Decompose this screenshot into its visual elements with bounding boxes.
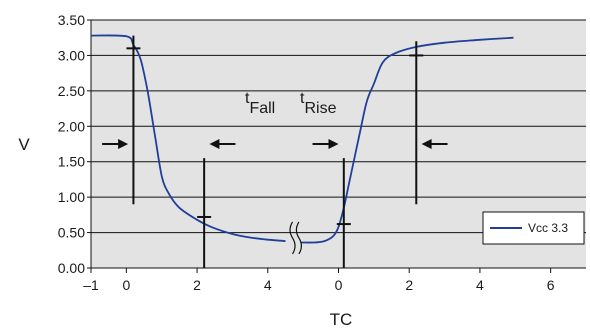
t-fall-t: t — [245, 90, 250, 107]
t-fall-annotation: tFall — [245, 90, 275, 117]
legend: Vcc 3.3 — [482, 211, 585, 245]
t-fall-sub: Fall — [249, 100, 275, 117]
y-tick-label: 3.50 — [58, 12, 85, 28]
y-tick-label: 1.50 — [58, 154, 85, 170]
arrow-head — [328, 139, 339, 149]
x-tick-label: 6 — [547, 277, 555, 293]
x-tick-label: 4 — [264, 277, 272, 293]
arrow-head — [209, 139, 220, 149]
marker-lines — [102, 35, 448, 268]
x-tick-labels: –1 0 2 4 0 2 4 6 — [83, 268, 555, 293]
y-tick-label: 2.50 — [58, 83, 85, 99]
t-rise-annotation: tRise — [300, 90, 337, 117]
axis-break — [289, 221, 302, 255]
x-tick-label: 4 — [476, 277, 484, 293]
arrow-head — [421, 139, 432, 149]
legend-label: Vcc 3.3 — [528, 221, 568, 235]
x-tick-label: 2 — [405, 277, 413, 293]
grid-lines — [87, 19, 586, 269]
series-line — [301, 36, 514, 244]
break-mark — [289, 221, 296, 255]
t-rise-sub: Rise — [304, 100, 336, 117]
x-axis-label: TC — [330, 310, 353, 329]
y-tick-label: 0.00 — [58, 260, 85, 276]
x-tick-label: 0 — [122, 277, 130, 293]
y-tick-label: 2.00 — [58, 118, 85, 134]
x-tick-label: 2 — [193, 277, 201, 293]
break-mark — [295, 221, 302, 255]
y-tick-label: 1.00 — [58, 189, 85, 205]
x-tick-label: 0 — [335, 277, 343, 293]
t-rise-t: t — [300, 90, 305, 107]
y-tick-labels: 0.00 0.50 1.00 1.50 2.00 2.50 3.00 3.50 — [58, 12, 85, 276]
arrow-head — [118, 139, 129, 149]
y-tick-label: 0.50 — [58, 225, 85, 241]
x-tick-label: –1 — [83, 277, 99, 293]
y-axis-label: V — [18, 135, 30, 154]
y-tick-label: 3.00 — [58, 47, 85, 63]
